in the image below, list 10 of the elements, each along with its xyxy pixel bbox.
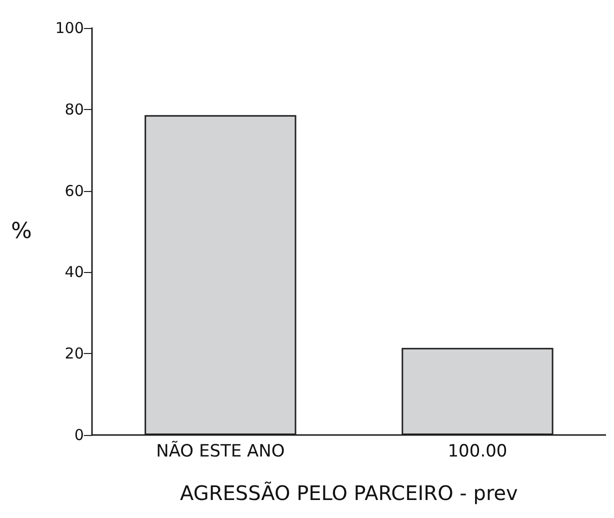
y-tick-label: 100 [55, 19, 84, 37]
y-tick-label: 80 [64, 100, 84, 118]
x-tick-label: NÃO ESTE ANO [156, 440, 285, 462]
y-tick-label: 40 [64, 263, 84, 282]
y-tick-label: 20 [64, 344, 84, 363]
x-axis-title: AGRESSÃO PELO PARCEIRO - prev [180, 481, 518, 505]
y-axis-title: % [11, 219, 32, 244]
x-tick-label: 100.00 [448, 442, 508, 462]
y-tick-label: 60 [64, 182, 84, 200]
y-tick-label: 0 [74, 426, 84, 444]
